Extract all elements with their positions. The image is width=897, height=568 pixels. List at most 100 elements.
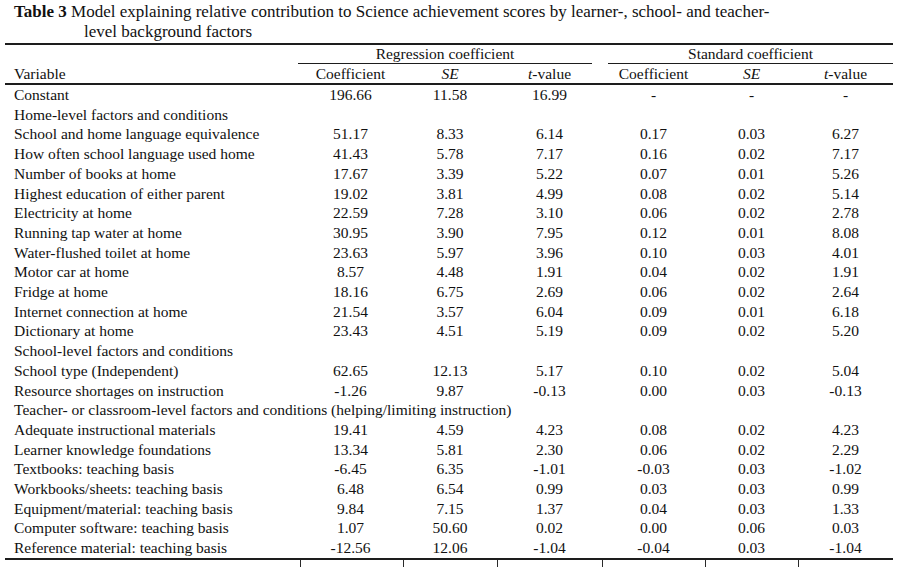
value-cell: 2.30 [497,440,602,460]
value-cell: -0.03 [602,459,705,479]
value-cell: 5.81 [403,440,497,460]
paper-table-page: Table 3 Model explaining relative contri… [0,0,897,568]
value-cell: 0.00 [602,381,705,401]
variable-label: School type (Independent) [5,361,298,381]
value-cell: -0.13 [798,381,893,401]
value-cell: 8.33 [403,124,497,144]
value-cell: 0.00 [602,518,705,538]
cell-border-tick [705,560,706,567]
value-cell: 1.33 [798,499,893,519]
value-cell: - [705,84,798,105]
value-cell: 5.04 [798,361,893,381]
table-row: Running tap water at home30.953.907.950.… [5,223,893,243]
value-cell: 0.01 [705,223,798,243]
value-cell: 0.99 [497,479,602,499]
value-cell: 23.63 [298,243,403,263]
value-cell: 1.91 [798,262,893,282]
value-cell: 51.17 [298,124,403,144]
value-cell: 9.87 [403,381,497,401]
value-cell: 4.99 [497,184,602,204]
table-caption-line2: level background factors [84,22,886,42]
table-row: How often school language used home41.43… [5,144,893,164]
value-cell: 3.96 [497,243,602,263]
value-cell: 21.54 [298,302,403,322]
value-cell: 7.17 [798,144,893,164]
value-cell: 0.03 [705,459,798,479]
value-cell: 4.23 [798,420,893,440]
value-cell: 0.02 [705,184,798,204]
table-row: Resource shortages on instruction-1.269.… [5,381,893,401]
value-cell: 3.39 [403,164,497,184]
standard-spanner-label: Standard coefficient [608,45,893,64]
value-cell: 5.20 [798,321,893,341]
table-row: Equipment/material: teaching basis9.847.… [5,499,893,519]
variable-label: Workbooks/sheets: teaching basis [5,479,298,499]
variable-label: Electricity at home [5,203,298,223]
value-cell: -1.01 [497,459,602,479]
value-cell: 0.10 [602,361,705,381]
value-cell: 5.97 [403,243,497,263]
value-cell: 62.65 [298,361,403,381]
value-cell: 4.23 [497,420,602,440]
value-cell: 3.90 [403,223,497,243]
value-cell: 2.64 [798,282,893,302]
value-cell: 5.17 [497,361,602,381]
variable-label: How often school language used home [5,144,298,164]
value-cell: 16.99 [497,84,602,105]
table-row: Adequate instructional materials19.414.5… [5,420,893,440]
value-cell: 0.99 [798,479,893,499]
table-row: Computer software: teaching basis1.0750.… [5,518,893,538]
spanner-row: Regression coefficient Standard coeffici… [5,44,893,64]
value-cell: 0.03 [798,518,893,538]
variable-label: Textbooks: teaching basis [5,459,298,479]
value-cell: 6.48 [298,479,403,499]
value-cell: 0.02 [705,144,798,164]
value-cell: 0.02 [705,321,798,341]
value-cell: 4.51 [403,321,497,341]
value-cell: 0.09 [602,302,705,322]
table-row: Electricity at home22.597.283.100.060.02… [5,203,893,223]
section-label: Teacher- or classroom-level factors and … [5,400,893,420]
value-cell: 0.02 [705,440,798,460]
value-cell: 0.02 [497,518,602,538]
column-header-std-tvalue: t-value [798,64,893,84]
variable-label: Dictionary at home [5,321,298,341]
table-row: Internet connection at home21.543.576.04… [5,302,893,322]
table-row: Constant196.6611.5816.99--- [5,84,893,105]
value-cell: 5.19 [497,321,602,341]
variable-label: Number of books at home [5,164,298,184]
value-cell: 6.75 [403,282,497,302]
table-caption-line1: Model explaining relative contribution t… [67,2,770,21]
value-cell: 0.16 [602,144,705,164]
value-cell: 23.43 [298,321,403,341]
table-row: Dictionary at home23.434.515.190.090.025… [5,321,893,341]
value-cell: 0.04 [602,262,705,282]
variable-label: Learner knowledge foundations [5,440,298,460]
value-cell: -6.45 [298,459,403,479]
value-cell: 4.48 [403,262,497,282]
table-row: Motor car at home8.574.481.910.040.021.9… [5,262,893,282]
value-cell: 0.02 [705,282,798,302]
value-cell: 2.29 [798,440,893,460]
value-cell: 0.08 [602,184,705,204]
value-cell: 0.06 [705,518,798,538]
value-cell: 6.04 [497,302,602,322]
value-cell: 19.41 [298,420,403,440]
value-cell: 5.78 [403,144,497,164]
variable-label: Fridge at home [5,282,298,302]
value-cell: 0.03 [705,538,798,559]
value-cell: 5.14 [798,184,893,204]
value-cell: 196.66 [298,84,403,105]
column-header-reg-tvalue: t-value [497,64,602,84]
variable-label: Adequate instructional materials [5,420,298,440]
value-cell: 3.57 [403,302,497,322]
value-cell: 7.17 [497,144,602,164]
section-row: Home-level factors and conditions [5,105,893,125]
variable-label: Motor car at home [5,262,298,282]
variable-label: Reference material: teaching basis [5,538,298,559]
variable-label: Highest education of either parent [5,184,298,204]
value-cell: -0.04 [602,538,705,559]
cell-border-tick [300,560,301,567]
cell-border-tick [798,560,799,567]
value-cell: 3.10 [497,203,602,223]
